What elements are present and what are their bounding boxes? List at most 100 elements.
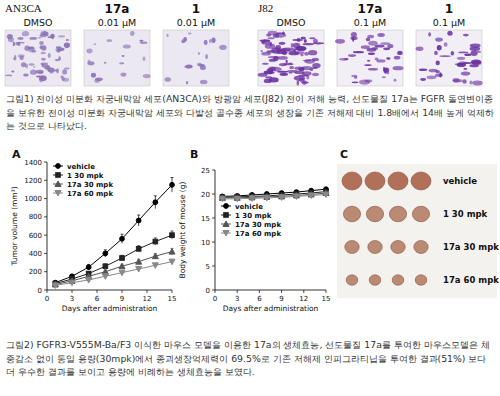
cell xyxy=(38,72,43,74)
cell xyxy=(352,81,359,83)
cell xyxy=(312,58,319,61)
column-header: 1 xyxy=(445,2,453,16)
y-tick-label: 25 xyxy=(201,167,210,175)
y-axis-label: Tumor volume (mm³) xyxy=(10,186,19,266)
cell xyxy=(268,37,275,39)
y-tick-label: 0 xyxy=(38,287,42,295)
cell xyxy=(397,51,402,55)
cell xyxy=(13,57,15,60)
cell xyxy=(104,62,107,64)
marker xyxy=(234,196,240,202)
marker xyxy=(119,270,125,276)
y-tick-label: 1400 xyxy=(24,159,42,167)
cell xyxy=(28,47,35,52)
cell xyxy=(30,69,37,74)
cell xyxy=(289,66,294,69)
cell xyxy=(261,52,271,56)
row-label: vehicle xyxy=(443,176,477,186)
cell xyxy=(204,40,208,45)
y-tick xyxy=(212,218,215,219)
cell xyxy=(188,33,192,35)
cell xyxy=(469,81,472,85)
cell xyxy=(197,63,202,66)
cell xyxy=(209,39,212,43)
marker xyxy=(219,196,225,202)
error-bar xyxy=(104,250,107,257)
legend-marker xyxy=(223,221,229,227)
cell xyxy=(184,65,192,68)
stain-image xyxy=(335,30,403,86)
cell xyxy=(66,39,70,41)
marker xyxy=(152,263,158,269)
cell xyxy=(335,39,345,44)
x-tick-label: 0 xyxy=(213,295,217,303)
marker xyxy=(136,266,142,272)
cell xyxy=(303,43,314,45)
cell xyxy=(38,37,42,39)
legend: vehicle1 30 mpk17a 30 mpk17a 60 mpk xyxy=(53,163,113,198)
cell xyxy=(13,42,15,47)
y-tick-label: 20 xyxy=(201,191,210,199)
cell xyxy=(458,52,468,54)
x-tick xyxy=(72,290,73,293)
cell xyxy=(29,63,35,66)
cell xyxy=(91,73,96,78)
cell xyxy=(15,42,19,45)
cell xyxy=(348,54,356,57)
cell xyxy=(434,51,438,55)
cell xyxy=(463,34,469,37)
cell xyxy=(302,71,312,76)
y-tick-label: 1000 xyxy=(24,195,42,203)
marker xyxy=(86,277,92,283)
tumor xyxy=(368,241,382,254)
cell xyxy=(95,78,103,82)
y-tick-label: 15 xyxy=(201,215,210,223)
y-axis xyxy=(215,170,216,290)
cell xyxy=(297,38,301,42)
x-tick-label: 12 xyxy=(143,295,152,303)
y-tick xyxy=(44,216,47,217)
cell xyxy=(120,72,126,76)
x-tick xyxy=(97,290,98,293)
cell xyxy=(451,51,454,55)
cell xyxy=(301,81,309,83)
column-label: 0.1 μM xyxy=(433,17,465,28)
cell xyxy=(420,78,426,81)
column-label: 0.01 μM xyxy=(98,17,136,28)
cell xyxy=(386,57,390,59)
image-bg xyxy=(416,30,482,86)
cell xyxy=(372,47,378,50)
column-header: 17a xyxy=(358,2,383,16)
cell xyxy=(165,77,171,82)
marker xyxy=(69,280,75,286)
marker xyxy=(86,265,91,270)
x-tick-label: 9 xyxy=(279,295,283,303)
cell xyxy=(62,78,69,82)
cell xyxy=(183,37,187,42)
tumor xyxy=(411,172,431,190)
marker xyxy=(249,196,255,202)
marker xyxy=(102,274,108,280)
tumor xyxy=(343,206,360,221)
cell xyxy=(143,74,151,78)
cell xyxy=(427,75,437,79)
image-bg xyxy=(337,30,403,86)
cell xyxy=(5,75,12,77)
cell xyxy=(350,36,357,40)
marker xyxy=(52,283,58,289)
marker xyxy=(103,251,108,256)
x-tick-label: 3 xyxy=(235,295,239,303)
legend-label: 1 30 mpk xyxy=(67,172,104,180)
cell xyxy=(200,66,206,70)
cell-line: J82 xyxy=(258,2,273,14)
cell xyxy=(293,43,301,48)
cell xyxy=(264,71,273,75)
cell xyxy=(211,38,215,44)
panel-title: C xyxy=(340,148,348,161)
cell xyxy=(382,76,386,78)
cell xyxy=(394,56,401,60)
cell xyxy=(376,59,385,62)
y-tick-label: 5 xyxy=(206,263,210,271)
error-bar xyxy=(171,178,174,193)
marker xyxy=(170,233,175,238)
